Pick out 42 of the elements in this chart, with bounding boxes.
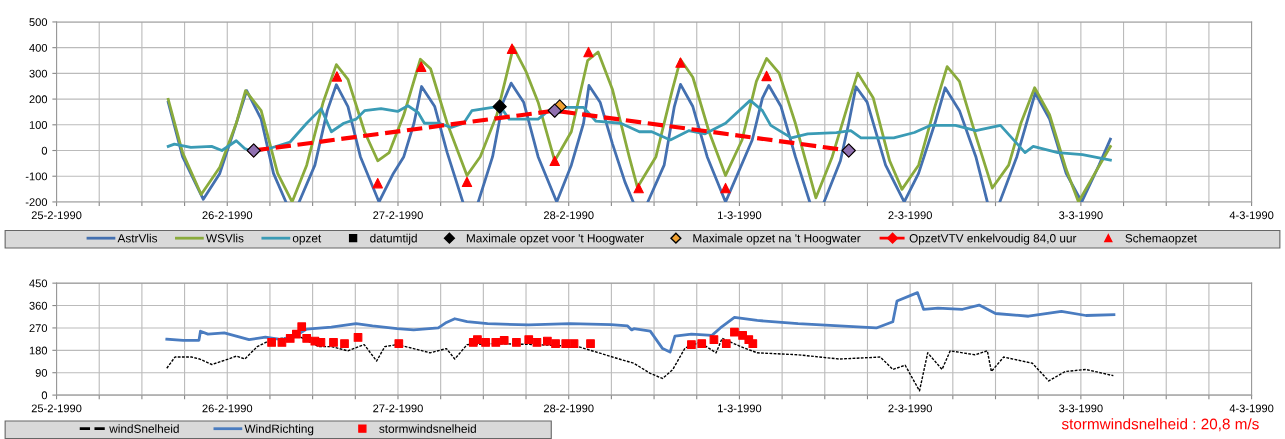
y-tick-label: 270 (29, 324, 48, 333)
x-tick-label: 26-2-1990 (202, 404, 253, 413)
legend-label: windSnelheid (109, 424, 179, 433)
x-tick-label: 28-2-1990 (543, 404, 594, 413)
y-tick-label: 100 (29, 121, 48, 129)
legend-label: Maximale opzet na 't Hoogwater (693, 233, 861, 245)
y-tick-label: 90 (35, 368, 48, 377)
y-tick-label: -200 (25, 198, 48, 207)
x-tick-label: 28-2-1990 (543, 211, 594, 220)
y-tick-label: 500 (29, 18, 48, 27)
x-tick-label: 25-2-1990 (31, 211, 82, 220)
y-tick-label: 180 (29, 346, 48, 355)
y-tick-label: 0 (41, 391, 48, 400)
x-tick-label: 2-3-1990 (888, 211, 932, 220)
text: stormwindsnelheid : 20,8 m/s (1061, 418, 1259, 432)
x-tick-label: 26-2-1990 (202, 211, 253, 220)
x-tick-label: 27-2-1990 (373, 404, 423, 413)
x-tick-label: 25-2-1990 (31, 404, 82, 413)
x-tick-label: 2-3-1990 (888, 404, 932, 413)
legend-label: Maximale opzet voor 't Hoogwater (466, 233, 644, 245)
y-tick-label: 360 (29, 301, 48, 310)
x-tick-label: 3-3-1990 (1059, 211, 1103, 220)
x-tick-label: 27-2-1990 (373, 211, 423, 220)
legend-label: AstrVlis (117, 233, 158, 243)
y-tick-label: 300 (29, 69, 48, 78)
legend-label: Schemaopzet (1125, 233, 1197, 245)
y-tick-label: 450 (29, 279, 48, 288)
y-tick-label: 400 (29, 43, 48, 52)
legend-label: stormwindsnelheid (379, 424, 476, 433)
y-tick-label: 200 (29, 95, 48, 104)
legend-label: datumtijd (370, 233, 417, 245)
x-tick-label: 1-3-1990 (718, 211, 762, 220)
legend-label: OpzetVTV enkelvoudig 84,0 uur (909, 233, 1077, 245)
x-tick-label: 1-3-1990 (718, 404, 762, 413)
legend-label: WindRichting (244, 424, 314, 436)
legend-label: WSVlis (205, 233, 244, 243)
x-tick-label: 4-3-1990 (1229, 211, 1274, 220)
legend-label: opzet (292, 234, 322, 245)
x-tick-label: 3-3-1990 (1059, 404, 1103, 413)
x-tick-label: 4-3-1990 (1229, 404, 1274, 413)
y-tick-label: 0 (41, 146, 48, 155)
y-tick-label: -100 (25, 172, 48, 181)
